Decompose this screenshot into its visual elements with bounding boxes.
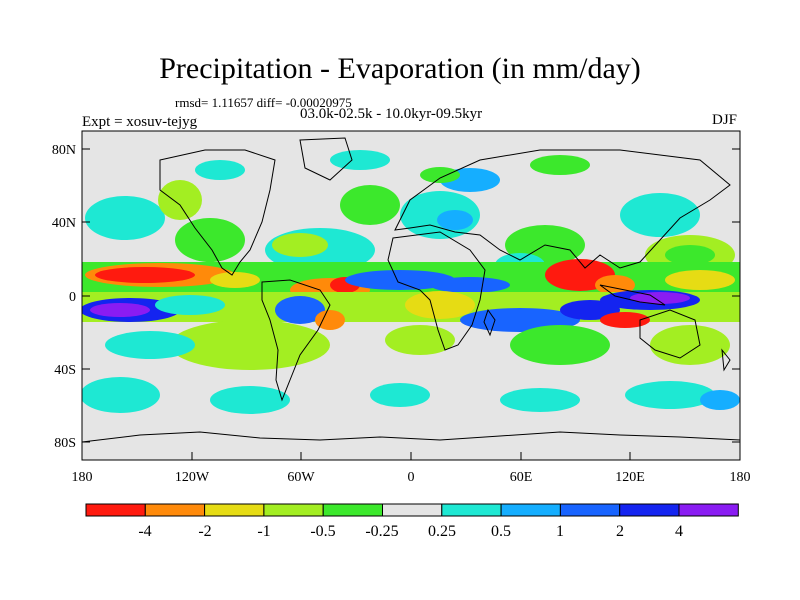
field-blob	[510, 325, 610, 365]
y-tick-label: 40S	[54, 363, 76, 378]
x-tick-label: 180	[72, 470, 93, 485]
colorbar-label: 4	[675, 523, 683, 540]
field-blob	[620, 193, 700, 237]
y-tick-label: 0	[69, 290, 76, 305]
coast-indonesia	[599, 284, 666, 306]
field-blob	[560, 300, 620, 320]
colorbar-swatch	[144, 503, 206, 517]
x-tick-label: 120E	[615, 470, 645, 485]
colorbar-labels: -4 -2 -1 -0.5 -0.25 0.25 0.5 1 2 4	[138, 523, 683, 540]
y-tick-label: 80N	[52, 143, 76, 158]
field-blob	[630, 292, 690, 304]
field-blob	[437, 210, 473, 230]
colorbar-label: 1	[556, 523, 564, 540]
coast-south-america	[261, 279, 331, 402]
colorbar-label: -1	[257, 523, 270, 540]
field-blob	[385, 325, 455, 355]
colorbar-swatch	[263, 503, 324, 517]
field-blob	[158, 180, 202, 220]
colorbar-swatch	[204, 503, 265, 517]
field-blob	[665, 270, 735, 290]
colorbar-swatch	[382, 503, 443, 517]
colorbar-label: -0.25	[365, 523, 398, 540]
x-axis-labels: 180 120W 60W 0 60E 120E 180	[72, 470, 751, 485]
field-blob	[90, 303, 150, 317]
x-tick-label: 60E	[510, 470, 533, 485]
statistics-text: rmsd= 1.11657 diff= -0.00020975	[175, 95, 352, 110]
field-blob	[275, 296, 325, 324]
coast-north-america	[159, 149, 276, 276]
field-blob	[625, 381, 715, 409]
season-label: DJF	[712, 112, 738, 128]
field-blob	[700, 390, 740, 410]
field-blob	[195, 160, 245, 180]
colorbar-swatch	[678, 503, 739, 517]
period-text: 03.0k-02.5k - 10.0kyr-09.5kyr	[300, 106, 483, 122]
field-blob	[95, 267, 195, 283]
field-blob	[530, 155, 590, 175]
colorbar-label: 2	[616, 523, 624, 540]
field-blob	[210, 386, 290, 414]
field-blob	[315, 310, 345, 330]
x-tick-label: 180	[730, 470, 751, 485]
colorbar-label: 0.5	[491, 523, 511, 540]
colorbar	[85, 503, 739, 517]
x-tick-label: 0	[408, 470, 415, 485]
colorbar-label: -2	[198, 523, 211, 540]
colorbar-swatch	[619, 503, 680, 517]
field-blob	[170, 320, 330, 370]
field-blob	[175, 218, 245, 262]
colorbar-label: -0.5	[310, 523, 335, 540]
coast-africa	[387, 231, 486, 351]
field-blob	[82, 377, 160, 413]
coast-australia	[639, 309, 701, 359]
field-blob	[600, 312, 650, 328]
field-blob	[500, 388, 580, 412]
field-blob	[370, 383, 430, 407]
field-blob	[272, 233, 328, 257]
x-axis-ticks	[81, 452, 741, 460]
field-blob	[210, 272, 260, 288]
colorbar-label: -4	[138, 523, 151, 540]
field-blob	[155, 295, 225, 315]
y-axis-labels: 80N 40N 0 40S 80S	[52, 143, 76, 451]
coast-eurasia	[394, 149, 731, 269]
field-blob	[345, 270, 455, 290]
colorbar-swatch	[322, 503, 384, 517]
colorbar-swatch	[500, 503, 561, 517]
field-blob	[430, 277, 510, 293]
coast-madagascar	[483, 308, 496, 337]
field-blob	[420, 167, 460, 183]
chart-title: Precipitation - Evaporation (in mm/day)	[159, 52, 641, 85]
field-blob	[665, 245, 715, 265]
field-blob	[105, 331, 195, 359]
y-axis-ticks	[82, 148, 740, 443]
y-tick-label: 40N	[52, 216, 76, 231]
y-tick-label: 80S	[54, 436, 76, 451]
colorbar-swatch	[441, 503, 502, 517]
field-blob	[330, 150, 390, 170]
x-tick-label: 120W	[175, 470, 210, 485]
coast-greenland	[299, 137, 353, 181]
coast-antarctica	[82, 431, 740, 443]
field-blob	[85, 196, 165, 240]
experiment-label: Expt = xosuv-tejyg	[82, 114, 198, 130]
field-blob	[340, 185, 400, 225]
colorbar-label: 0.25	[428, 523, 456, 540]
coastlines	[82, 137, 740, 443]
precip-evap-field	[82, 131, 740, 460]
colorbar-swatch	[85, 503, 146, 517]
field-blob	[405, 291, 475, 319]
colorbar-swatch	[559, 503, 621, 517]
coast-nz	[721, 348, 731, 372]
field-blob	[650, 325, 730, 365]
x-tick-label: 60W	[287, 470, 315, 485]
